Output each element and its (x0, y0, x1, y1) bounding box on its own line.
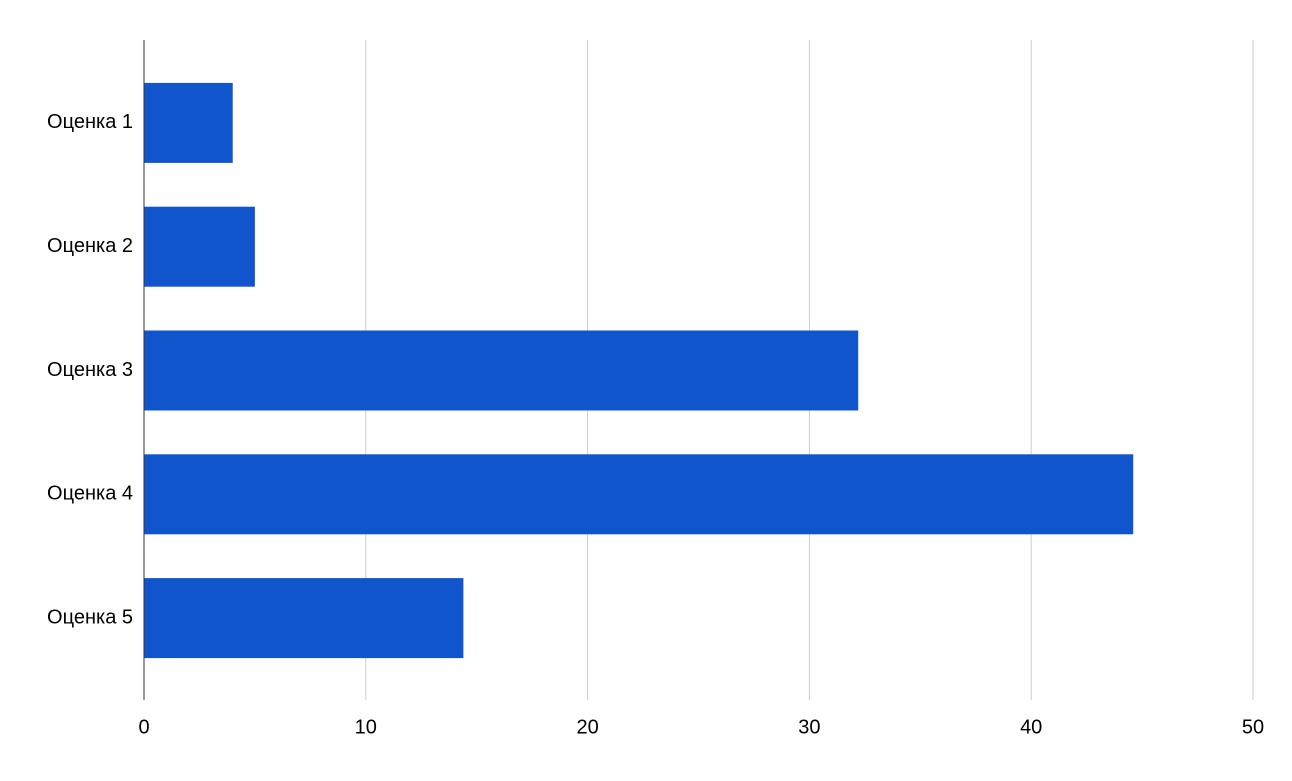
bar (144, 454, 1134, 535)
x-tick-label: 30 (798, 716, 820, 738)
x-tick-label: 0 (138, 716, 149, 738)
bar (144, 206, 255, 287)
y-tick-label: Оценка 1 (47, 111, 133, 133)
x-tick-label: 40 (1020, 716, 1042, 738)
x-tick-label: 10 (355, 716, 377, 738)
bar (144, 330, 859, 411)
x-tick-label: 50 (1242, 716, 1264, 738)
y-tick-label: Оценка 4 (47, 483, 133, 505)
bar (144, 82, 233, 163)
y-tick-label: Оценка 5 (47, 606, 133, 628)
x-tick-label: 20 (576, 716, 598, 738)
y-tick-label: Оценка 2 (47, 235, 133, 257)
y-tick-label: Оценка 3 (47, 359, 133, 381)
bar (144, 578, 464, 659)
